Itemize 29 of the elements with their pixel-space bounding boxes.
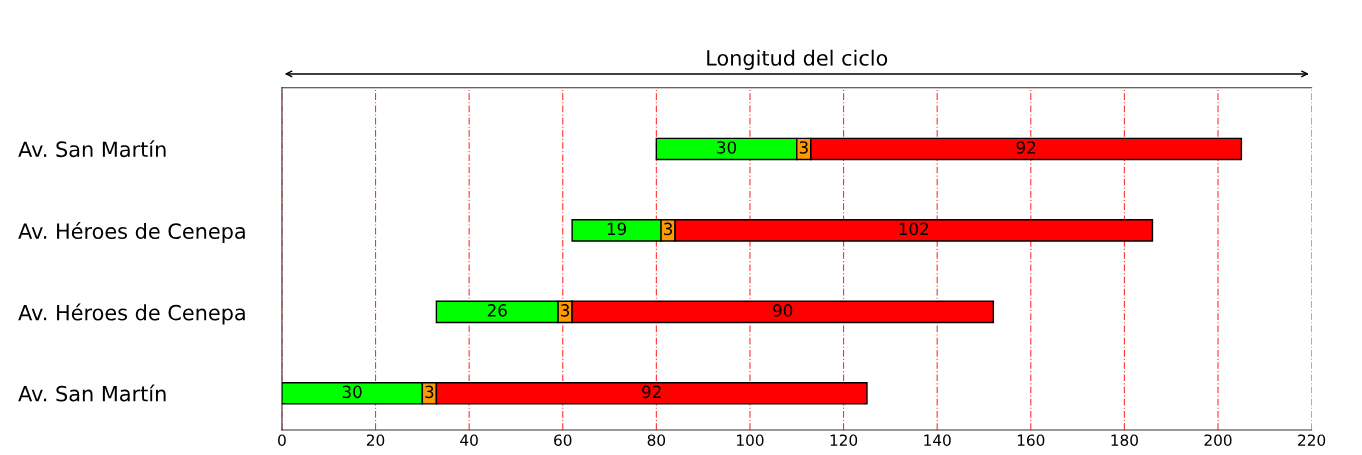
data-label: 3 [799,141,808,154]
x-tick-label: 220 [1298,434,1326,446]
y-tick-label: Av. Héroes de Cenepa [18,303,245,325]
x-tick-label: 180 [1111,434,1138,446]
x-tick-label: 20 [366,434,385,446]
data-label: 19 [607,222,627,236]
x-tick-label: 40 [460,434,478,446]
data-label: 92 [642,385,661,399]
x-tick-label: 140 [924,434,951,446]
y-tick-label: Av. Héroes de Cenepa [18,222,245,244]
data-label: 3 [664,222,673,236]
x-tick-label: 200 [1204,434,1232,446]
data-label: 90 [773,304,793,317]
data-label: 92 [1016,141,1036,154]
y-tick-label: Av. San Martín [18,384,166,402]
x-tick-label: 160 [1017,434,1045,446]
x-tick-label: 80 [647,434,666,446]
chart-title: Longitud del ciclo [707,49,888,70]
x-tick-label: 60 [554,434,572,446]
x-tick-label: 0 [278,434,286,446]
data-label: 30 [342,385,362,399]
data-label: 102 [899,222,929,236]
x-tick-label: 100 [737,434,764,446]
data-label: 3 [425,385,434,399]
x-tick-label: 120 [830,434,858,446]
data-label: 26 [487,304,507,317]
y-tick-label: Av. San Martín [18,140,166,158]
data-label: 3 [561,304,570,317]
data-label: 30 [717,141,737,154]
